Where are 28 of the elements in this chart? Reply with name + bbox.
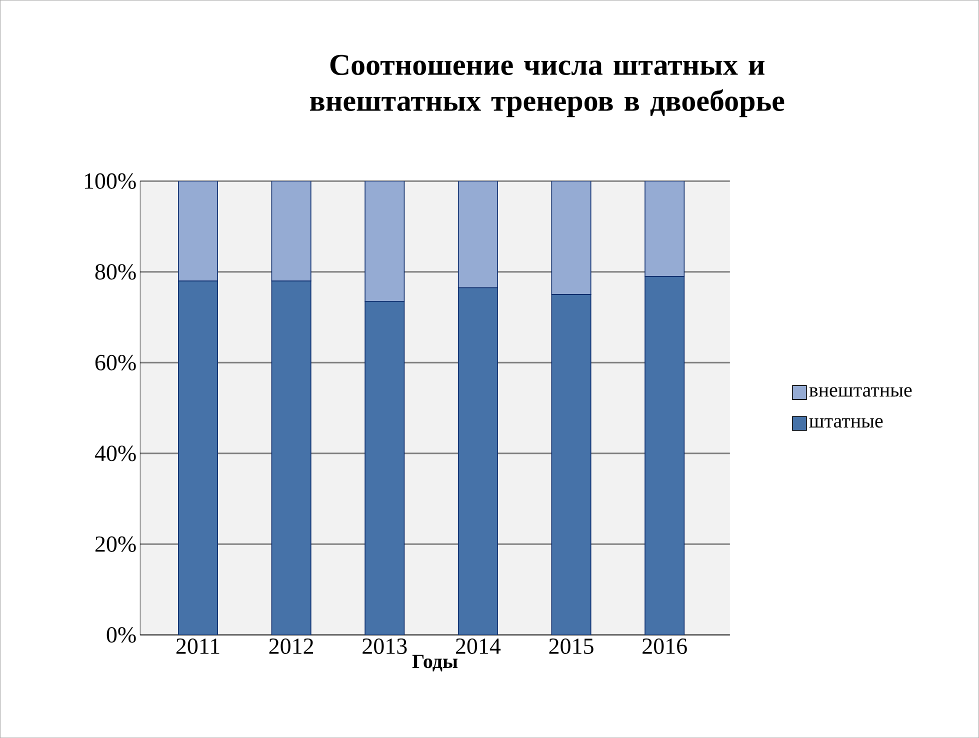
bar: [364, 181, 405, 302]
bar: [178, 181, 218, 282]
y-tick-label: 20%: [95, 536, 136, 552]
bar: [644, 276, 685, 635]
y-tick-label: 60%: [95, 354, 136, 370]
bar: [458, 181, 498, 288]
bar: [364, 300, 405, 635]
x-tick-label: 2014: [456, 638, 501, 654]
chart-title: Соотношение числа штатных и внештатных тренеров в двоеборье: [310, 54, 784, 118]
x-axis-title: Годы: [412, 654, 458, 672]
bar: [551, 181, 592, 295]
bar: [271, 181, 312, 282]
bar: [644, 181, 685, 277]
bar: [178, 280, 218, 635]
y-tick-label: 80%: [95, 264, 136, 280]
x-tick-label: 2016: [642, 638, 687, 654]
bar: [551, 294, 592, 635]
bar: [458, 287, 498, 635]
y-tick-label: 0%: [106, 627, 136, 643]
legend-label: штатные: [809, 418, 883, 428]
legend-label: внештатные: [809, 387, 912, 397]
x-tick-label: 2013: [362, 638, 407, 654]
x-tick-label: 2011: [176, 638, 220, 654]
x-tick-label: 2015: [549, 638, 594, 654]
y-tick-label: 100%: [85, 173, 136, 189]
bar: [271, 280, 312, 635]
y-tick-label: 40%: [94, 446, 136, 462]
x-tick-label: 2012: [269, 638, 314, 654]
